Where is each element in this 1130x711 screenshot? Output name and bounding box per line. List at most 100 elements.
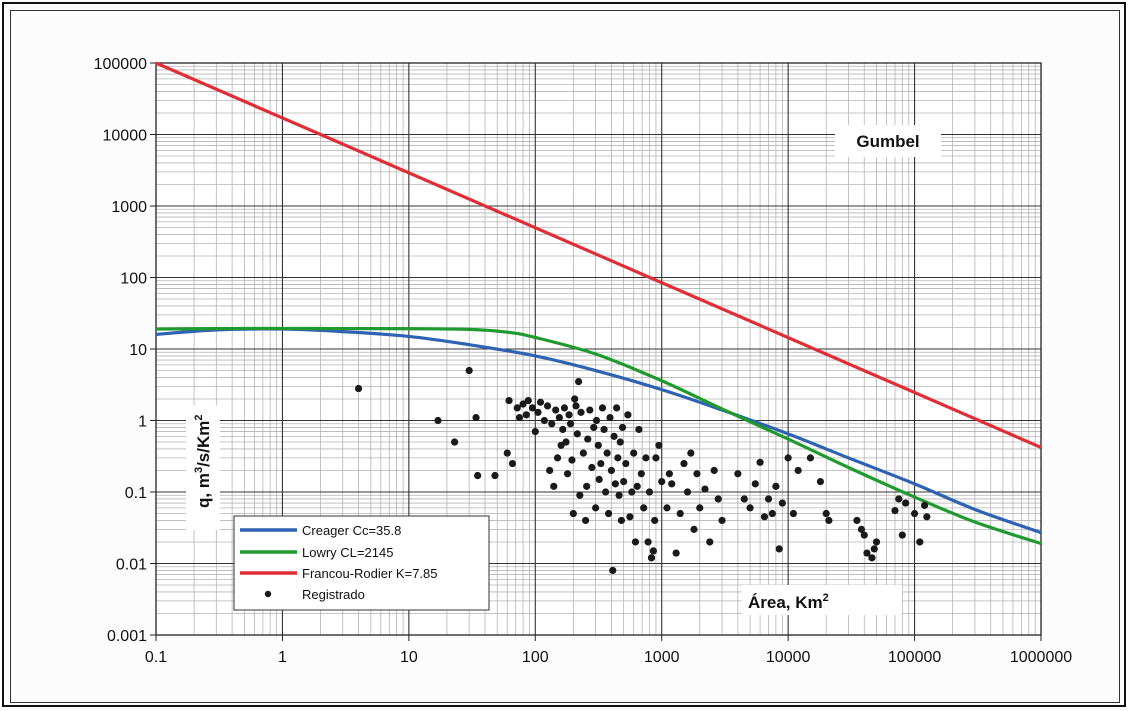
y-axis-ticks: 0.001 0.01 0.1 1 10 100 1000 10000 100000: [94, 56, 156, 645]
data-point: [568, 456, 576, 464]
data-point: [600, 425, 608, 434]
data-point: [655, 441, 663, 449]
data-point: [515, 413, 524, 422]
data-point: [560, 404, 569, 412]
data-point: [663, 504, 671, 512]
data-point: [870, 545, 878, 553]
data-point: [571, 395, 579, 403]
data-point: [868, 554, 876, 562]
y-tick-label: 10: [129, 342, 147, 359]
data-point: [595, 475, 603, 484]
data-point: [594, 441, 602, 449]
data-point: [637, 470, 645, 478]
legend: Creager Cc=35.8 Lowry CL=2145 Francou-Ro…: [233, 515, 490, 611]
data-point: [658, 477, 666, 486]
data-point: [465, 366, 473, 375]
x-tick-label: 10000: [766, 649, 811, 666]
data-point: [687, 449, 695, 457]
data-point: [863, 549, 871, 557]
x-tick-label: 10: [400, 649, 418, 666]
data-point: [630, 449, 638, 457]
data-point: [354, 384, 363, 393]
data-point: [647, 554, 656, 562]
x-axis-title-sup: 2: [823, 592, 829, 604]
francou-rodier-line: [155, 61, 1042, 449]
data-point: [806, 454, 815, 462]
gumbel-annotation: Gumbel: [835, 125, 941, 157]
data-point: [626, 513, 634, 521]
data-point: [543, 402, 552, 410]
data-point: [540, 416, 548, 425]
data-point: [920, 501, 929, 509]
data-point: [891, 506, 899, 515]
data-point: [624, 411, 632, 419]
data-point: [524, 396, 532, 405]
data-point: [816, 477, 825, 486]
data-point: [635, 425, 643, 434]
data-point: [617, 516, 626, 525]
y-tick-label: 0.1: [125, 485, 147, 502]
data-point: [620, 477, 628, 486]
data-point: [680, 459, 688, 468]
data-point: [672, 549, 680, 557]
data-point: [522, 411, 530, 419]
y-tick-label: 0.001: [107, 628, 147, 645]
x-tick-label: 1000000: [1010, 649, 1072, 666]
data-point: [559, 425, 567, 434]
data-point: [597, 459, 605, 468]
data-point: [734, 470, 742, 478]
data-point: [546, 466, 554, 475]
data-point: [584, 435, 592, 443]
data-point: [746, 504, 754, 512]
data-point: [555, 413, 563, 422]
data-point: [592, 504, 600, 512]
data-point: [588, 463, 596, 472]
data-point: [598, 404, 607, 412]
data-point: [563, 470, 572, 478]
legend-label-creager: Creager Cc=35.8: [302, 523, 401, 538]
data-point: [740, 495, 748, 503]
x-axis-ticks: 0.1 1 10 100 1000 10000 100000 1000000: [145, 635, 1072, 666]
data-point: [590, 423, 598, 432]
data-point: [505, 396, 513, 405]
scatter-points: [354, 366, 931, 575]
data-point: [923, 513, 931, 521]
data-point: [860, 531, 868, 539]
data-point: [603, 449, 611, 457]
data-point: [548, 420, 556, 428]
gumbel-label: Gumbel: [856, 132, 919, 151]
data-point: [772, 482, 780, 490]
x-tick-label: 100: [522, 649, 549, 666]
data-point: [503, 449, 511, 457]
y-tick-label: 0.01: [116, 557, 147, 574]
data-point: [614, 454, 622, 462]
data-point: [710, 466, 718, 475]
data-point: [853, 516, 861, 525]
data-point: [652, 454, 660, 462]
data-point: [690, 525, 698, 533]
y-tick-label: 100: [120, 271, 147, 288]
data-point: [789, 509, 797, 518]
data-point: [450, 438, 459, 446]
data-point: [579, 449, 587, 457]
data-point: [714, 495, 722, 503]
data-point: [651, 516, 659, 525]
data-point: [576, 491, 584, 499]
data-point: [610, 432, 618, 440]
data-point: [640, 504, 648, 512]
data-point: [508, 459, 517, 468]
data-point: [472, 413, 480, 422]
data-point: [577, 408, 585, 416]
data-point: [857, 525, 866, 533]
data-point: [644, 538, 652, 546]
data-point: [615, 491, 623, 499]
data-point: [618, 423, 627, 432]
data-point: [513, 404, 521, 412]
data-point: [581, 516, 590, 525]
data-point: [683, 488, 692, 496]
data-point: [822, 509, 830, 518]
y-tick-label: 10000: [103, 128, 148, 145]
data-point: [574, 377, 583, 386]
x-axis-title: Área, Km2: [742, 585, 902, 615]
